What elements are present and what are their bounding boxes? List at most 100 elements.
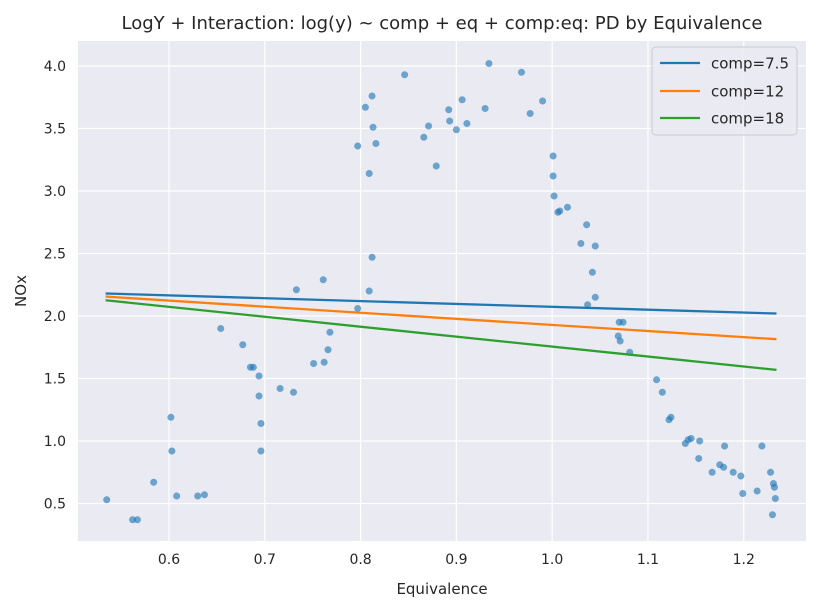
scatter-point (458, 96, 466, 104)
scatter-point (591, 242, 599, 250)
chart-title: LogY + Interaction: log(y) ~ comp + eq +… (122, 13, 763, 34)
scatter-point (320, 358, 328, 366)
scatter-point (619, 318, 627, 326)
scatter-point (485, 59, 493, 68)
scatter-point (420, 133, 428, 141)
scatter-point (687, 434, 695, 443)
scatter-point (652, 376, 661, 384)
scatter-point (200, 491, 209, 499)
scatter-point (255, 392, 263, 400)
scatter-point (167, 413, 175, 421)
scatter-point (354, 304, 362, 313)
scatter-point (667, 413, 675, 421)
scatter-point (400, 71, 409, 79)
scatter-point (369, 123, 377, 131)
scatter-point (549, 172, 557, 180)
scatter-point (588, 268, 597, 276)
scatter-point (103, 496, 111, 504)
y-axis-label: NOx (12, 275, 30, 307)
scatter-point (452, 126, 461, 134)
scatter-point (766, 468, 775, 476)
scatter-point (173, 492, 181, 500)
scatter-point (538, 97, 547, 105)
scatter-point (708, 468, 716, 476)
series-line-comp-12 (105, 295, 777, 341)
y-tick-label: 3.0 (44, 184, 66, 200)
scatter-point (463, 119, 471, 128)
scatter-point (249, 363, 257, 371)
scatter-point (582, 221, 591, 229)
y-tick-label: 2.5 (44, 247, 66, 263)
scatter-point (309, 359, 318, 368)
y-tick-label: 1.5 (44, 372, 66, 388)
legend-box (651, 46, 798, 136)
fit-lines (105, 292, 777, 372)
x-tick-label: 0.7 (254, 552, 276, 568)
legend-label-comp-18: comp=18 (711, 110, 784, 128)
scatter-point (739, 489, 747, 498)
scatter-point (168, 447, 176, 455)
scatter-point (591, 293, 599, 301)
scatter-point (361, 103, 370, 111)
scatter-point (239, 341, 247, 349)
scatter-point (432, 162, 440, 170)
scatter-point (556, 207, 564, 215)
scatter-point (549, 152, 557, 160)
scatter-point (368, 92, 376, 100)
scatter-point (292, 286, 301, 294)
scatter-point (133, 516, 142, 524)
scatter-point (276, 384, 284, 393)
scatter-point (372, 139, 380, 148)
scatter-points (103, 59, 779, 524)
x-tick-label: 0.8 (349, 552, 371, 568)
scatter-point (289, 388, 298, 396)
scatter-point (737, 472, 745, 480)
legend-label-comp-7-5: comp=7.5 (711, 55, 789, 73)
gridlines (78, 41, 806, 541)
scatter-point (616, 337, 624, 345)
scatter-point (257, 419, 265, 428)
scatter-point (719, 463, 728, 471)
x-tick-label: 0.6 (158, 552, 180, 568)
y-tick-label: 0.5 (44, 497, 66, 513)
scatter-point (526, 109, 534, 118)
scatter-point (354, 142, 362, 150)
scatter-point (768, 511, 777, 519)
scatter-point (563, 203, 572, 211)
scatter-point (729, 468, 737, 476)
scatter-point (720, 442, 729, 450)
scatter-point (445, 106, 453, 114)
scatter-point (770, 483, 779, 491)
x-tick-labels: 0.6 0.7 0.8 0.9 1.0 1.1 1.2 (158, 552, 755, 568)
scatter-point (753, 487, 761, 495)
scatter-point (758, 442, 766, 450)
x-tick-label: 0.9 (445, 552, 467, 568)
scatter-point (365, 287, 373, 295)
scatter-point (319, 276, 327, 284)
x-axis-label: Equivalence (396, 580, 487, 598)
scatter-point (481, 104, 489, 113)
y-tick-labels: 0.5 1.0 1.5 2.0 2.5 3.0 3.5 4.0 (44, 59, 66, 513)
scatter-point (517, 68, 526, 76)
y-tick-label: 3.5 (44, 122, 66, 138)
scatter-point (255, 372, 263, 380)
scatter-point (446, 117, 454, 125)
series-line-comp-18 (105, 299, 777, 372)
legend-label-comp-12: comp=12 (711, 83, 784, 101)
series-line-comp-7-5 (105, 292, 777, 315)
scatter-point (326, 328, 334, 336)
scatter-point (577, 239, 585, 248)
scatter-point (550, 192, 558, 200)
y-tick-label: 2.0 (44, 309, 66, 325)
scatter-point (658, 388, 666, 396)
x-tick-label: 1.1 (637, 552, 659, 568)
scatter-point (368, 253, 376, 261)
scatter-point (365, 169, 373, 178)
y-tick-label: 4.0 (44, 59, 66, 75)
scatter-point (150, 478, 158, 486)
scatter-point (771, 494, 779, 503)
x-tick-label: 1.0 (541, 552, 563, 568)
scatter-point (217, 324, 225, 333)
